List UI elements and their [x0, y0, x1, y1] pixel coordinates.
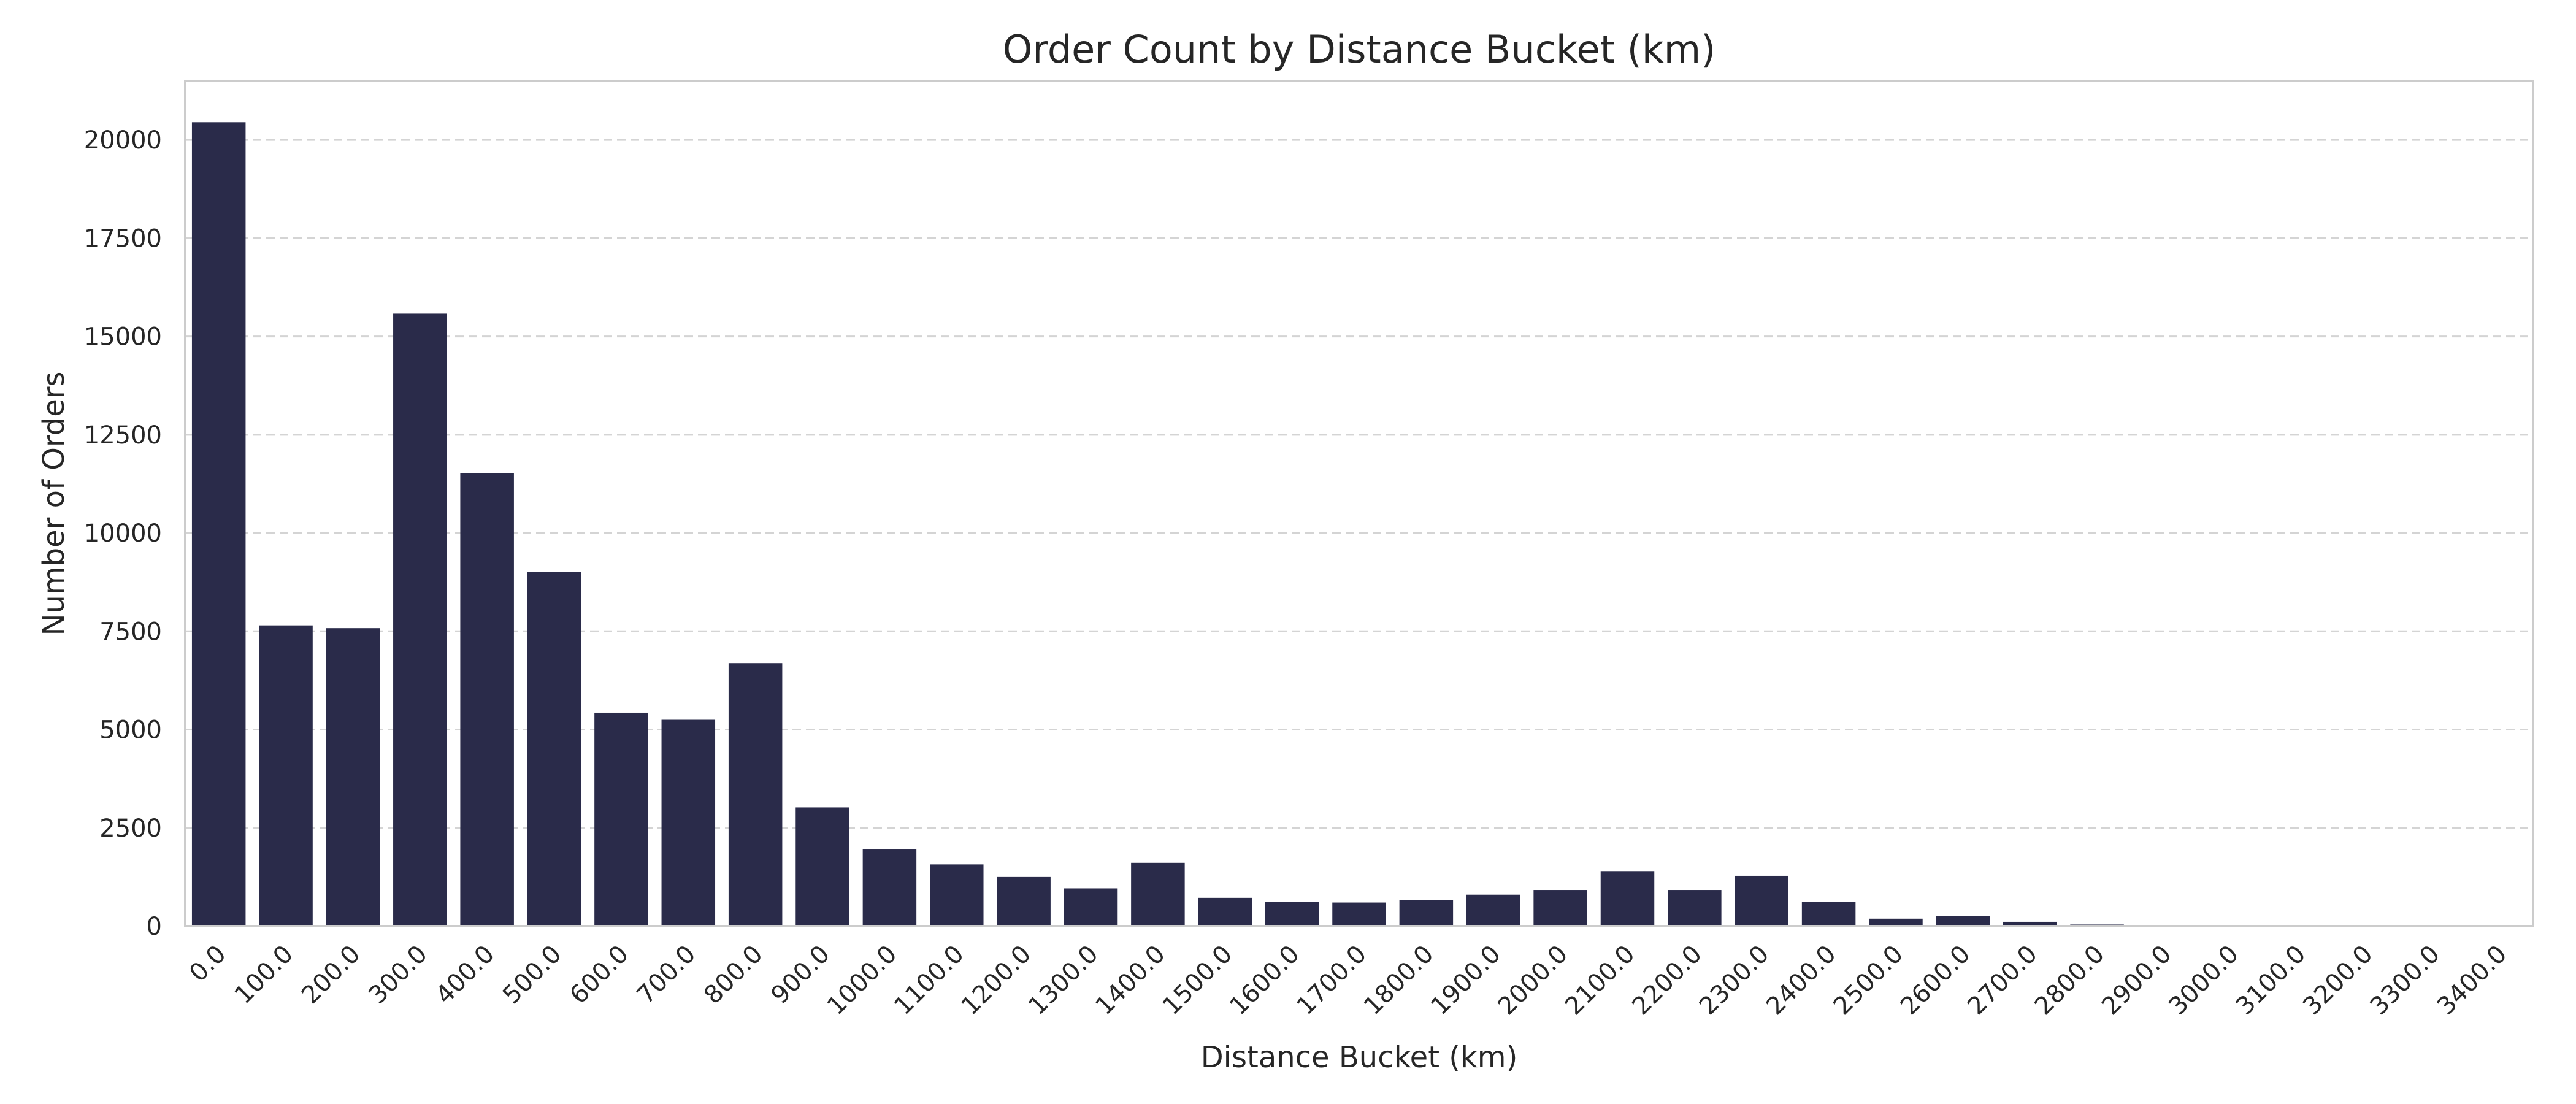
bar [594, 712, 648, 926]
bar [728, 663, 783, 926]
bar [460, 473, 514, 926]
bar [1064, 888, 1118, 926]
x-tick-label: 1600.0 [1224, 940, 1305, 1021]
x-tick-label: 3000.0 [2163, 940, 2244, 1021]
x-tick-label: 3200.0 [2298, 940, 2378, 1021]
x-tick-label: 2200.0 [1627, 940, 1707, 1021]
x-tick-label: 1500.0 [1157, 940, 1238, 1021]
y-tick-labels: 0 2500 5000 7500 10000 12500 15000 17500 20000 [84, 126, 162, 941]
x-tick-labels: 0.0100.0200.0300.0400.0500.0600.0700.080… [184, 940, 2512, 1021]
x-axis-label: Distance Bucket (km) [1201, 1040, 1518, 1075]
x-tick-label: 700.0 [632, 940, 702, 1010]
bar [1600, 871, 1655, 926]
x-tick-label: 500.0 [497, 940, 567, 1010]
bar [997, 876, 1051, 926]
bar [527, 572, 581, 926]
bar [1399, 900, 1454, 926]
y-tick-label: 10000 [84, 519, 162, 548]
y-tick-label: 15000 [84, 323, 162, 351]
bar [930, 864, 984, 926]
x-tick-label: 1800.0 [1359, 940, 1439, 1021]
bar [326, 628, 380, 926]
bar [1466, 894, 1520, 926]
y-tick-label: 12500 [84, 421, 162, 450]
x-tick-label: 200.0 [296, 940, 366, 1010]
bar [1265, 902, 1319, 926]
y-tick-label: 2500 [99, 815, 162, 843]
bar [2003, 921, 2057, 926]
x-tick-label: 2600.0 [1895, 940, 1976, 1021]
x-tick-label: 1300.0 [1023, 940, 1103, 1021]
bar [1735, 875, 1788, 926]
x-tick-label: 3100.0 [2231, 940, 2311, 1021]
x-tick-label: 300.0 [363, 940, 433, 1010]
y-tick-label: 5000 [99, 716, 162, 745]
x-tick-label: 2500.0 [1828, 940, 1909, 1021]
x-tick-label: 3300.0 [2365, 940, 2445, 1021]
x-tick-label: 1700.0 [1292, 940, 1372, 1021]
bar [259, 625, 313, 926]
y-tick-label: 20000 [84, 126, 162, 155]
x-tick-label: 2800.0 [2030, 940, 2110, 1021]
x-tick-label: 400.0 [431, 940, 500, 1010]
bar [1533, 890, 1587, 926]
x-tick-label: 600.0 [564, 940, 634, 1010]
bar [862, 849, 917, 926]
bar [661, 719, 716, 926]
bar [1668, 890, 1722, 926]
x-tick-label: 1400.0 [1090, 940, 1170, 1021]
x-tick-label: 800.0 [699, 940, 769, 1010]
x-tick-label: 2000.0 [1493, 940, 1573, 1021]
x-tick-label: 1900.0 [1425, 940, 1506, 1021]
bar [1198, 897, 1252, 926]
bar [191, 122, 246, 927]
y-tick-label: 17500 [84, 224, 162, 253]
y-axis-label: Number of Orders [37, 371, 71, 635]
plot-frame [184, 80, 2534, 927]
x-tick-label: 1100.0 [889, 940, 969, 1021]
x-tick-label: 1000.0 [822, 940, 902, 1021]
bar [1801, 902, 1856, 926]
chart-title: Order Count by Distance Bucket (km) [1003, 27, 1716, 72]
bar [795, 807, 849, 926]
bar [1936, 916, 1990, 926]
y-tick-label: 7500 [99, 618, 162, 646]
bar [1332, 902, 1386, 926]
bar [1869, 918, 1923, 926]
x-tick-label: 3400.0 [2432, 940, 2513, 1021]
x-tick-label: 1200.0 [956, 940, 1037, 1021]
bar [1131, 862, 1185, 926]
x-tick-label: 2900.0 [2096, 940, 2177, 1021]
x-tick-label: 0.0 [184, 940, 232, 988]
x-tick-label: 2400.0 [1761, 940, 1841, 1021]
y-tick-label: 0 [147, 913, 162, 941]
bars [191, 122, 2527, 927]
x-tick-label: 2700.0 [1962, 940, 2042, 1021]
x-tick-label: 100.0 [229, 940, 299, 1010]
bar [393, 313, 447, 927]
x-tick-label: 2100.0 [1560, 940, 1640, 1021]
x-tick-label: 2300.0 [1694, 940, 1774, 1021]
